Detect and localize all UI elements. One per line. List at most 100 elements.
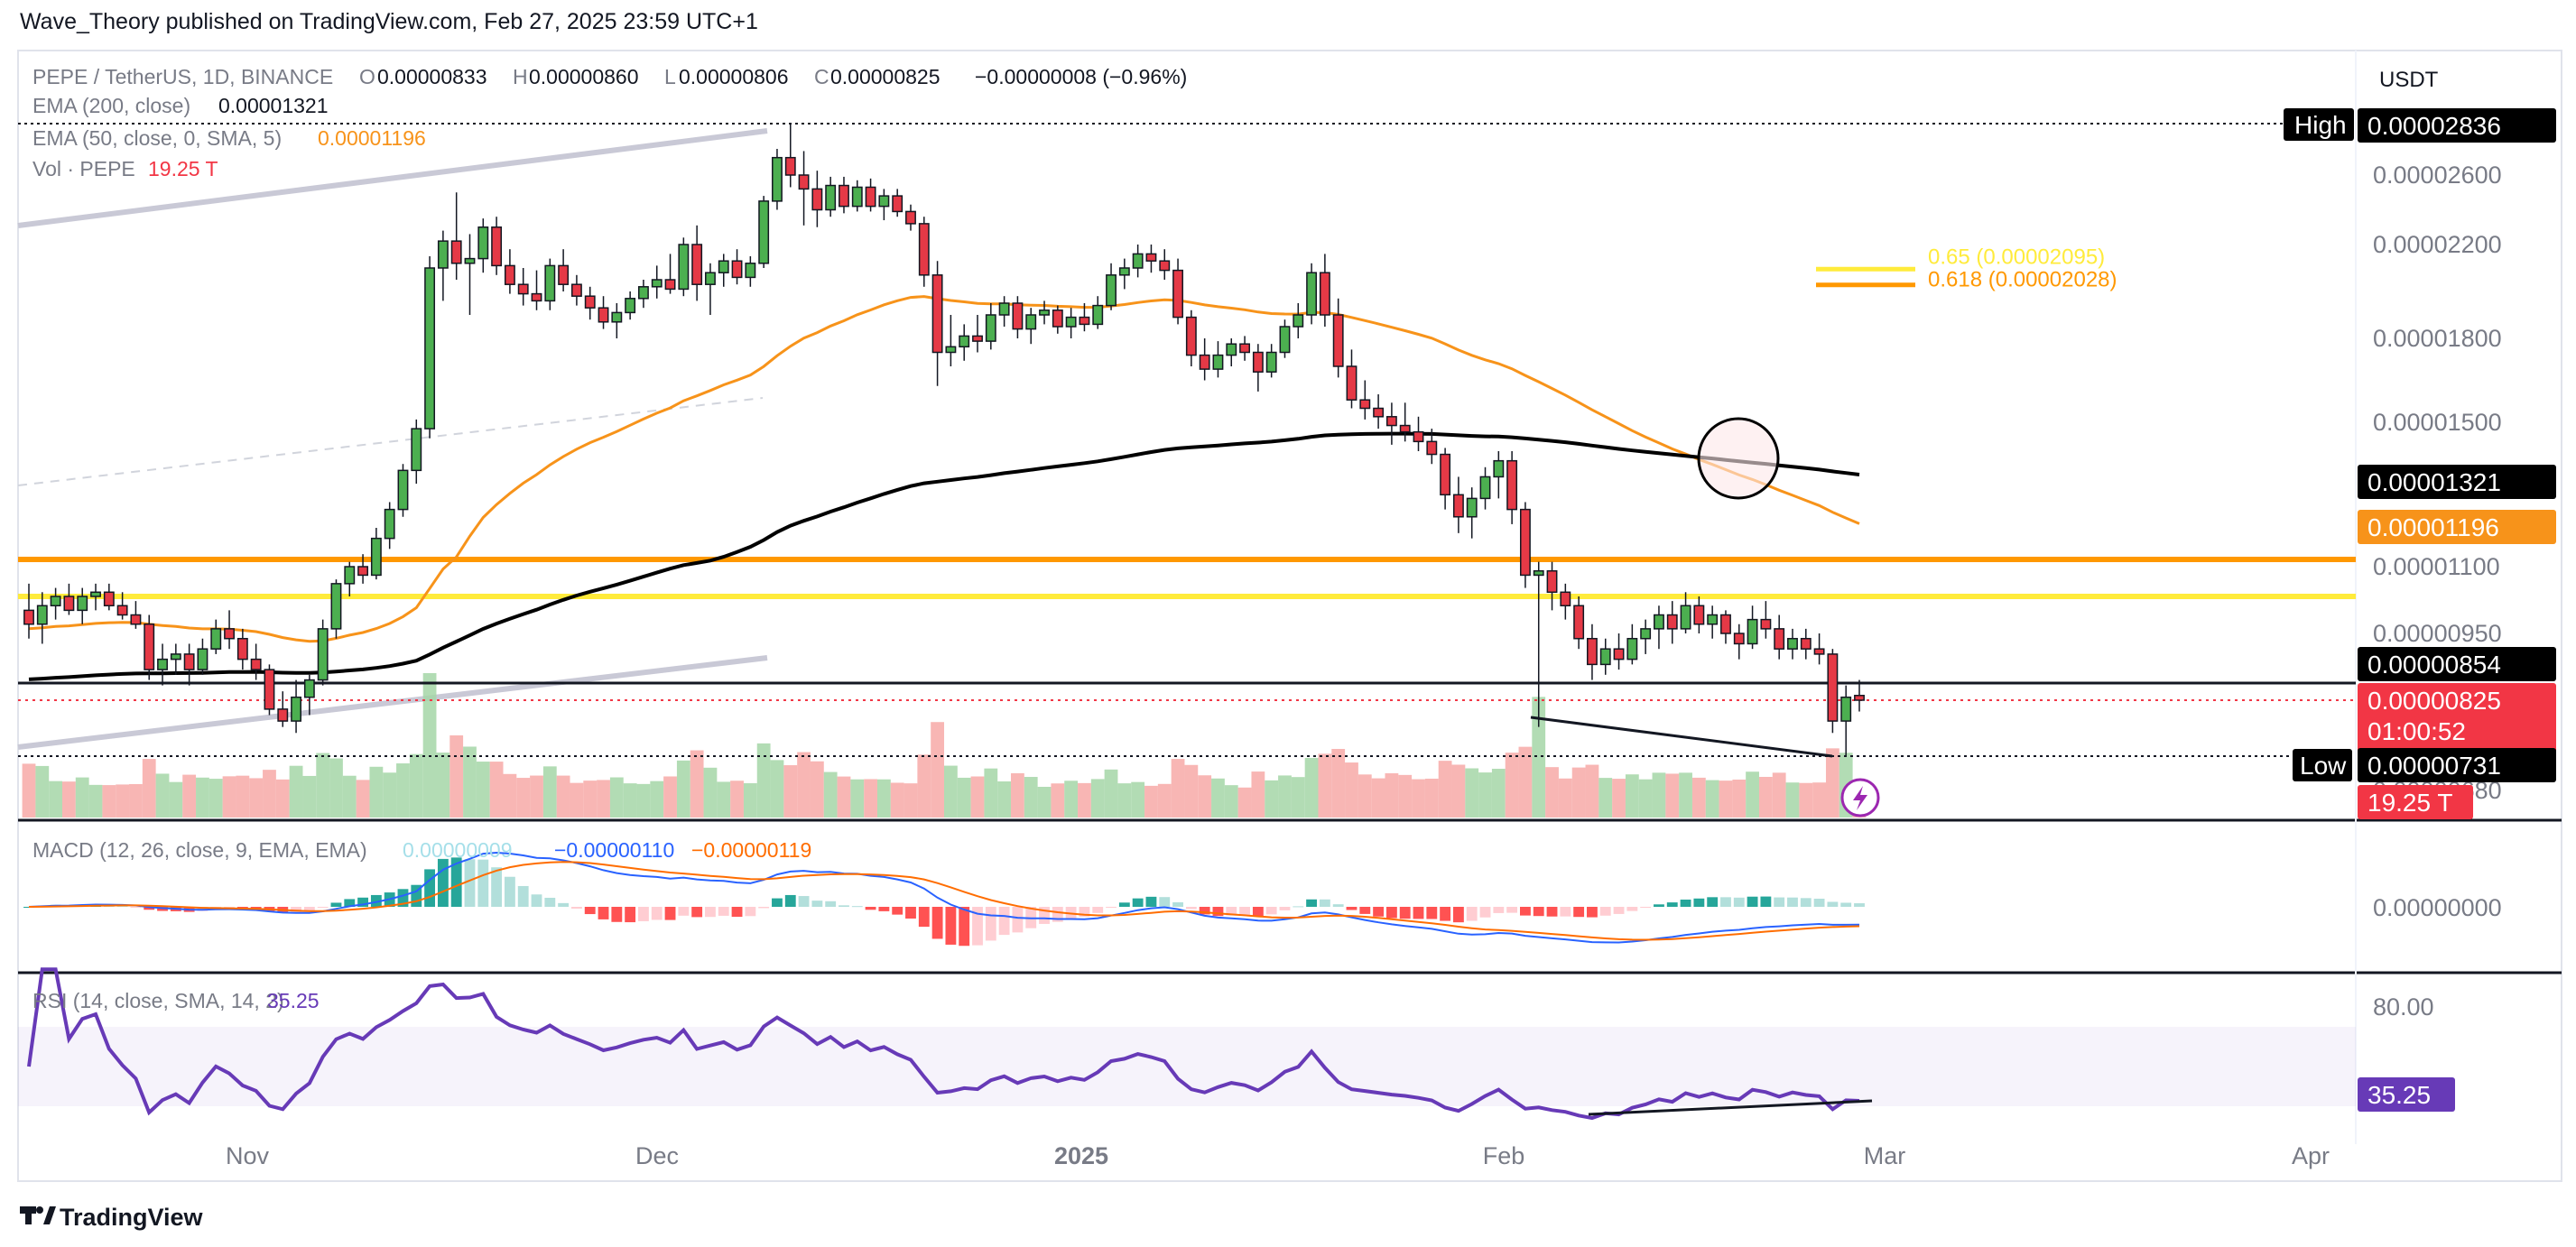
- candle[interactable]: [664, 254, 676, 294]
- divergence-trendline-price[interactable]: [1530, 716, 1833, 758]
- candle[interactable]: [370, 528, 382, 580]
- candle[interactable]: [985, 303, 996, 350]
- candle[interactable]: [1707, 605, 1719, 639]
- currency-button-label[interactable]: USDT: [2379, 68, 2439, 92]
- candle[interactable]: [491, 217, 503, 275]
- candle[interactable]: [1466, 487, 1478, 539]
- candle[interactable]: [1399, 402, 1411, 442]
- candle[interactable]: [1025, 308, 1037, 345]
- candle[interactable]: [1332, 298, 1344, 378]
- candle[interactable]: [437, 230, 449, 301]
- candle[interactable]: [611, 303, 623, 338]
- candle[interactable]: [1052, 305, 1063, 334]
- candle[interactable]: [1092, 296, 1104, 329]
- candle[interactable]: [598, 296, 609, 329]
- candle[interactable]: [1626, 624, 1638, 665]
- candle[interactable]: [731, 249, 743, 285]
- candle[interactable]: [945, 315, 957, 366]
- candle[interactable]: [1426, 429, 1438, 465]
- legend-ema50-label[interactable]: EMA (50, close, 0, SMA, 5): [32, 126, 282, 150]
- candle[interactable]: [851, 180, 863, 212]
- candle[interactable]: [303, 674, 315, 716]
- candle[interactable]: [1145, 245, 1157, 273]
- candle[interactable]: [517, 268, 529, 306]
- candle[interactable]: [638, 280, 649, 309]
- candle[interactable]: [1774, 614, 1785, 660]
- candle[interactable]: [1533, 561, 1544, 727]
- legend-symbol[interactable]: PEPE / TetherUS, 1D, BINANCE: [32, 65, 333, 88]
- candle[interactable]: [411, 419, 422, 485]
- candle[interactable]: [905, 204, 916, 231]
- candle[interactable]: [1293, 303, 1304, 338]
- candle[interactable]: [678, 237, 690, 297]
- candle[interactable]: [236, 628, 248, 670]
- price-axis[interactable]: 0.00002600 0.00002200 0.00001800 0.00001500…: [2373, 162, 2502, 804]
- candle[interactable]: [1599, 638, 1611, 675]
- candle[interactable]: [544, 258, 556, 310]
- candle[interactable]: [36, 592, 48, 644]
- candle[interactable]: [1185, 309, 1197, 366]
- candle[interactable]: [1359, 380, 1371, 420]
- candle[interactable]: [1346, 349, 1357, 409]
- candle[interactable]: [157, 643, 168, 686]
- candle[interactable]: [784, 123, 796, 188]
- candle[interactable]: [130, 601, 142, 629]
- candle[interactable]: [477, 218, 489, 273]
- candle[interactable]: [705, 263, 716, 315]
- candle[interactable]: [23, 583, 34, 639]
- candle[interactable]: [116, 592, 128, 620]
- candle[interactable]: [1693, 596, 1705, 633]
- candle[interactable]: [1079, 303, 1090, 332]
- candle[interactable]: [250, 643, 262, 680]
- candle[interactable]: [1252, 344, 1264, 392]
- candle[interactable]: [170, 643, 181, 675]
- candle[interactable]: [1065, 308, 1077, 338]
- candle[interactable]: [1854, 679, 1865, 712]
- candle[interactable]: [570, 274, 582, 306]
- candle[interactable]: [1573, 596, 1585, 650]
- candle[interactable]: [811, 171, 823, 227]
- candle[interactable]: [651, 265, 663, 299]
- candle[interactable]: [798, 151, 810, 226]
- candle[interactable]: [1132, 245, 1144, 278]
- legend-volume-label[interactable]: Vol · PEPE: [32, 157, 135, 180]
- candle[interactable]: [1827, 649, 1839, 734]
- candle[interactable]: [1172, 258, 1183, 325]
- candle[interactable]: [1373, 394, 1385, 430]
- candle[interactable]: [1560, 583, 1571, 620]
- candle[interactable]: [558, 249, 570, 291]
- candle[interactable]: [424, 256, 436, 439]
- candle[interactable]: [1279, 319, 1291, 358]
- ema200-line[interactable]: [28, 431, 1860, 681]
- candle[interactable]: [317, 619, 329, 686]
- candle[interactable]: [1680, 592, 1691, 633]
- candle[interactable]: [77, 587, 88, 624]
- candle[interactable]: [50, 587, 61, 620]
- candle[interactable]: [531, 270, 542, 310]
- candle[interactable]: [1640, 619, 1652, 654]
- time-axis[interactable]: Nov Dec 2025 Feb Mar Apr: [226, 1142, 2330, 1169]
- candle[interactable]: [931, 261, 943, 386]
- candle[interactable]: [1519, 502, 1531, 588]
- candle[interactable]: [464, 234, 476, 315]
- candle[interactable]: [357, 554, 369, 584]
- candle[interactable]: [718, 254, 729, 287]
- candle[interactable]: [1199, 338, 1210, 381]
- candle[interactable]: [1226, 338, 1237, 366]
- candle[interactable]: [1319, 254, 1330, 327]
- candle[interactable]: [691, 225, 703, 301]
- candle[interactable]: [210, 619, 222, 654]
- legend-macd-label[interactable]: MACD (12, 26, close, 9, EMA, EMA): [32, 838, 367, 862]
- candle[interactable]: [1747, 605, 1758, 650]
- currency-button[interactable]: [2365, 60, 2545, 97]
- divergence-trendline-rsi[interactable]: [1588, 1099, 1873, 1116]
- lightning-icon[interactable]: [1840, 778, 1880, 817]
- candle[interactable]: [1654, 605, 1664, 650]
- candle[interactable]: [1159, 249, 1171, 280]
- candle[interactable]: [1733, 624, 1745, 660]
- candle[interactable]: [998, 296, 1010, 327]
- candle[interactable]: [144, 614, 155, 680]
- candle[interactable]: [504, 249, 515, 294]
- candle[interactable]: [344, 561, 356, 596]
- candle[interactable]: [1306, 263, 1318, 325]
